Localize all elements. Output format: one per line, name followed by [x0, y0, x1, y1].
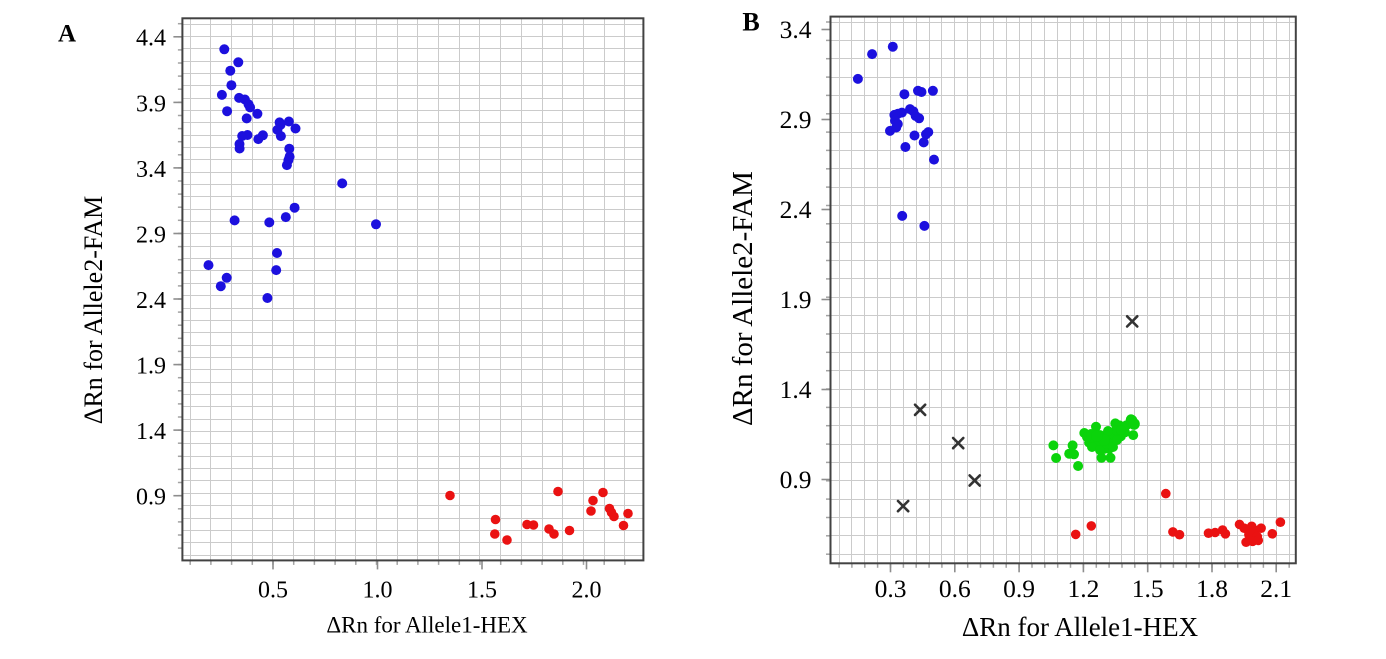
- svg-text:4.4: 4.4: [136, 26, 166, 52]
- svg-text:1.4: 1.4: [780, 375, 812, 404]
- svg-text:0.9: 0.9: [780, 465, 812, 494]
- svg-text:2.4: 2.4: [136, 288, 166, 314]
- svg-text:B: B: [742, 8, 759, 37]
- svg-text:1.0: 1.0: [363, 578, 393, 604]
- svg-text:1.8: 1.8: [1196, 574, 1228, 603]
- svg-text:3.9: 3.9: [136, 91, 166, 117]
- svg-text:2.9: 2.9: [136, 222, 166, 248]
- svg-text:1.9: 1.9: [780, 285, 812, 314]
- svg-text:0.3: 0.3: [875, 574, 907, 603]
- svg-text:1.4: 1.4: [136, 419, 166, 445]
- svg-text:1.2: 1.2: [1067, 574, 1099, 603]
- svg-text:0.6: 0.6: [939, 574, 971, 603]
- svg-text:2.9: 2.9: [780, 105, 812, 134]
- svg-text:ΔRn for Allele2-FAM: ΔRn for Allele2-FAM: [79, 196, 108, 425]
- svg-text:1.5: 1.5: [467, 578, 497, 604]
- svg-text:2.1: 2.1: [1260, 574, 1292, 603]
- svg-text:1.9: 1.9: [136, 354, 166, 380]
- svg-text:0.9: 0.9: [1003, 574, 1035, 603]
- svg-text:0.5: 0.5: [258, 578, 288, 604]
- svg-text:ΔRn for Allele2-FAM: ΔRn for Allele2-FAM: [727, 171, 759, 426]
- svg-text:1.5: 1.5: [1132, 574, 1164, 603]
- svg-text:3.4: 3.4: [780, 15, 812, 44]
- svg-text:2.4: 2.4: [780, 195, 812, 224]
- svg-text:2.0: 2.0: [572, 578, 602, 604]
- svg-text:0.9: 0.9: [136, 485, 166, 511]
- svg-text:3.4: 3.4: [136, 157, 166, 183]
- svg-text:ΔRn for Allele1-HEX: ΔRn for Allele1-HEX: [962, 612, 1199, 642]
- svg-text:ΔRn for Allele1-HEX: ΔRn for Allele1-HEX: [326, 613, 528, 638]
- svg-text:A: A: [58, 21, 76, 48]
